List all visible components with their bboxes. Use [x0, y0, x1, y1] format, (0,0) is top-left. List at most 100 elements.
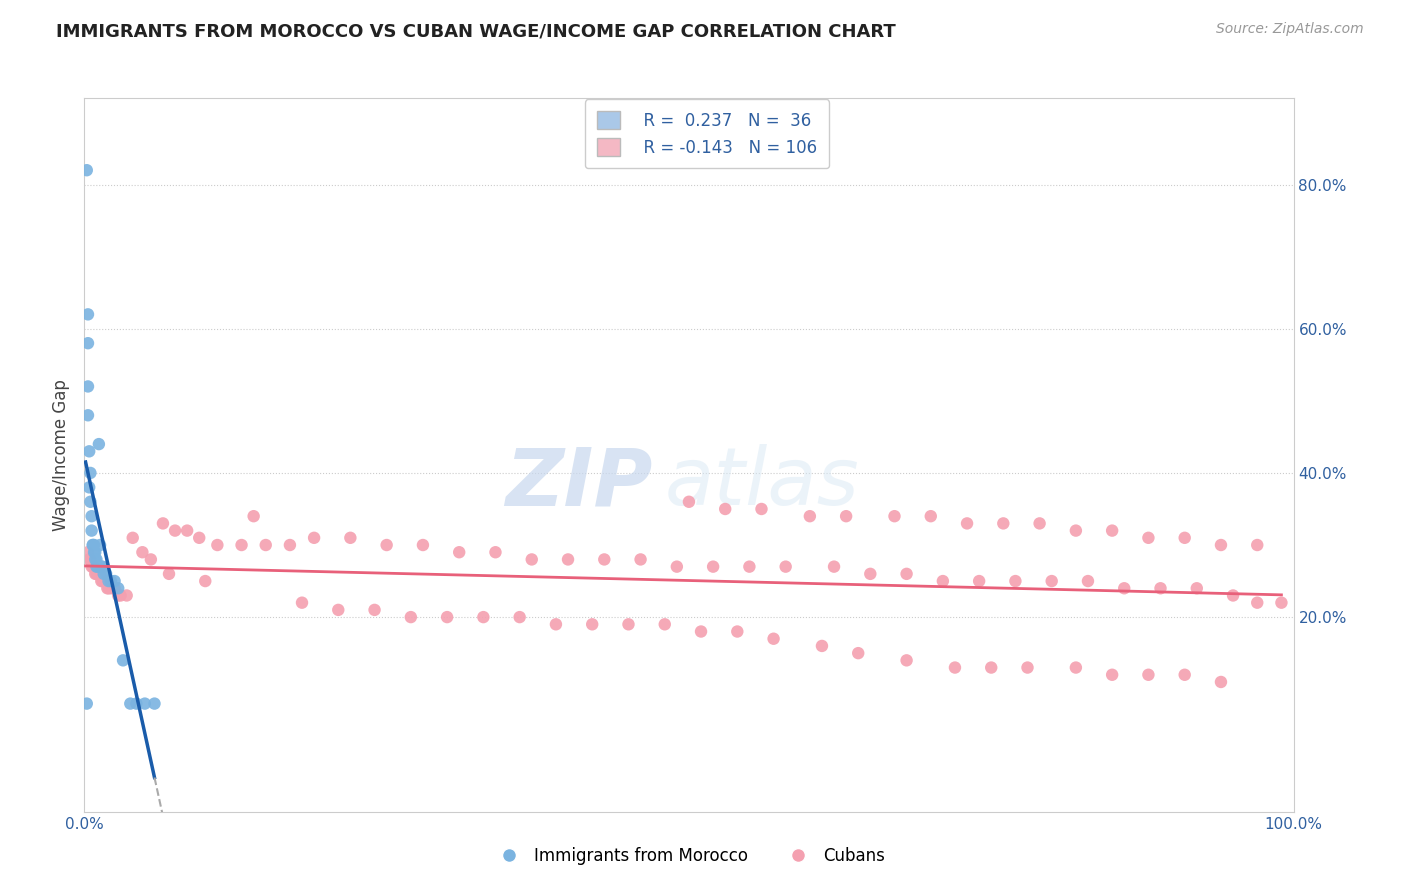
Point: [112, 653, 135, 667]
Point: [484, 545, 506, 559]
Point: [1222, 589, 1244, 603]
Point: [291, 596, 314, 610]
Point: [980, 660, 1002, 674]
Point: [363, 603, 385, 617]
Point: [77, 307, 100, 321]
Point: [920, 509, 942, 524]
Point: [751, 502, 773, 516]
Point: [97, 581, 120, 595]
Point: [91, 559, 114, 574]
Point: [436, 610, 458, 624]
Point: [76, 697, 98, 711]
Point: [1040, 574, 1063, 588]
Point: [90, 574, 112, 588]
Point: [82, 538, 104, 552]
Text: ZIP: ZIP: [505, 444, 652, 523]
Point: [690, 624, 713, 639]
Point: [89, 538, 111, 552]
Text: IMMIGRANTS FROM MOROCCO VS CUBAN WAGE/INCOME GAP CORRELATION CHART: IMMIGRANTS FROM MOROCCO VS CUBAN WAGE/IN…: [56, 22, 896, 40]
Point: [83, 545, 105, 559]
Point: [1064, 524, 1087, 538]
Point: [86, 566, 108, 581]
Point: [77, 444, 100, 458]
Point: [1174, 531, 1197, 545]
Point: [100, 581, 122, 595]
Point: [82, 559, 104, 574]
Point: [100, 574, 122, 588]
Point: [896, 653, 918, 667]
Point: [125, 697, 148, 711]
Point: [1064, 660, 1087, 674]
Point: [375, 538, 398, 552]
Point: [328, 603, 350, 617]
Point: [799, 509, 821, 524]
Point: [835, 509, 858, 524]
Point: [139, 552, 162, 566]
Point: [883, 509, 905, 524]
Point: [1209, 538, 1232, 552]
Point: [77, 336, 100, 351]
Text: atlas: atlas: [665, 444, 859, 523]
Point: [1137, 531, 1160, 545]
Point: [104, 574, 127, 588]
Point: [131, 545, 153, 559]
Point: [82, 538, 104, 552]
Point: [93, 574, 115, 588]
Point: [399, 610, 422, 624]
Point: [1149, 581, 1171, 595]
Point: [107, 589, 129, 603]
Point: [302, 531, 325, 545]
Point: [1004, 574, 1026, 588]
Point: [630, 552, 652, 566]
Point: [846, 646, 869, 660]
Point: [1017, 660, 1039, 674]
Point: [80, 524, 103, 538]
Point: [121, 531, 143, 545]
Point: [86, 566, 108, 581]
Point: [339, 531, 361, 545]
Point: [775, 559, 797, 574]
Point: [702, 559, 724, 574]
Point: [152, 516, 174, 531]
Point: [79, 466, 101, 480]
Point: [1209, 675, 1232, 690]
Point: [1246, 538, 1268, 552]
Point: [84, 566, 107, 581]
Point: [932, 574, 955, 588]
Point: [1114, 581, 1136, 595]
Point: [859, 566, 882, 581]
Point: [242, 509, 264, 524]
Point: [1101, 524, 1123, 538]
Point: [96, 581, 118, 595]
Point: [678, 495, 700, 509]
Point: [86, 559, 108, 574]
Point: [1077, 574, 1099, 588]
Point: [176, 524, 198, 538]
Point: [115, 589, 138, 603]
Point: [194, 574, 217, 588]
Point: [77, 552, 100, 566]
Point: [449, 545, 471, 559]
Point: [79, 552, 101, 566]
Point: [93, 566, 115, 581]
Point: [762, 632, 785, 646]
Point: [77, 379, 100, 393]
Point: [165, 524, 187, 538]
Point: [811, 639, 834, 653]
Point: [76, 163, 98, 178]
Point: [84, 545, 107, 559]
Y-axis label: Wage/Income Gap: Wage/Income Gap: [52, 379, 70, 531]
Point: [1101, 667, 1123, 681]
Point: [1137, 667, 1160, 681]
Point: [90, 559, 112, 574]
Point: [94, 574, 117, 588]
Point: [665, 559, 688, 574]
Point: [87, 566, 110, 581]
Point: [120, 697, 142, 711]
Point: [83, 538, 105, 552]
Point: [87, 437, 110, 451]
Point: [412, 538, 434, 552]
Point: [107, 581, 129, 595]
Text: Source: ZipAtlas.com: Source: ZipAtlas.com: [1216, 22, 1364, 37]
Point: [654, 617, 676, 632]
